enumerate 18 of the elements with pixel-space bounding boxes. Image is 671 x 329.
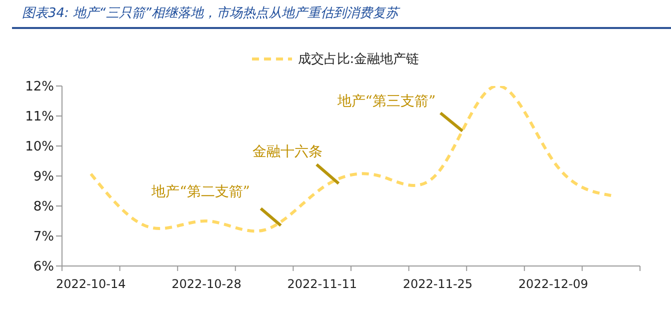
x-tick-label: 2022-11-25 — [402, 277, 473, 291]
annotation: 地产“第三支箭” — [336, 94, 436, 110]
annotation: 地产“第二支箭” — [150, 184, 250, 200]
chart-title: 图表34: 地产“三只箭”相继落地，市场热点从地产重估到消费复苏 — [22, 5, 399, 22]
x-tick-label: 2022-10-28 — [172, 277, 242, 291]
y-tick-label: 12% — [25, 80, 54, 95]
y-tick-label: 6% — [33, 260, 54, 275]
y-tick-label: 7% — [33, 230, 54, 245]
line-series — [89, 86, 613, 233]
annotation: 金融十六条 — [252, 144, 323, 160]
legend-label: 成交占比:金融地产链 — [296, 51, 420, 68]
y-tick-label: 11% — [25, 110, 54, 125]
x-tick-label: 2022-11-11 — [287, 277, 357, 291]
x-tick-label: 2022-12-09 — [518, 277, 588, 291]
y-tick-label: 8% — [33, 200, 54, 215]
x-tick-label: 2022-10-14 — [56, 277, 126, 291]
y-tick-label: 10% — [25, 140, 54, 155]
y-tick-label: 9% — [33, 170, 54, 185]
